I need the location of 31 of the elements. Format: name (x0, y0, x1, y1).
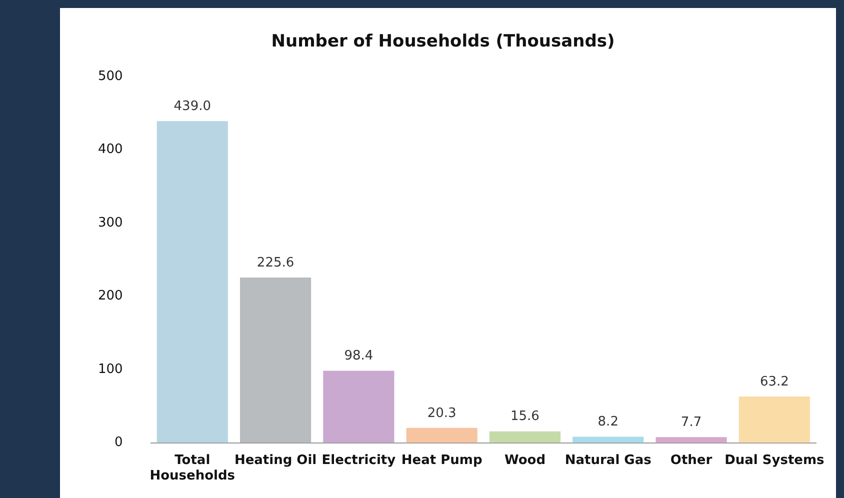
y-tick-label: 500 (98, 68, 123, 84)
x-tick-label: Dual Systems (724, 452, 825, 468)
data-label: 20.3 (427, 406, 456, 421)
y-tick-label: 400 (98, 142, 123, 158)
chart-title: Number of Households (Thousands) (271, 32, 615, 52)
y-tick-label: 200 (98, 288, 123, 304)
y-tick-label: 0 (114, 435, 123, 450)
x-tick-label: Electricity (322, 452, 396, 468)
data-label: 63.2 (760, 374, 789, 390)
bar (240, 277, 312, 443)
bar (323, 370, 394, 443)
data-label: 225.6 (256, 255, 294, 270)
data-label: 98.4 (344, 348, 374, 364)
data-label: 439.0 (174, 98, 211, 114)
bar (656, 437, 727, 443)
data-label: 8.2 (598, 414, 618, 430)
x-tick-label: Natural Gas (564, 452, 652, 468)
x-tick-label: Other (670, 452, 713, 468)
y-tick-label: 300 (98, 215, 123, 230)
y-tick-label: 100 (98, 362, 123, 377)
bar (489, 431, 561, 443)
x-tick-label: Heating Oil (234, 452, 317, 468)
bar (156, 121, 228, 443)
bar (738, 396, 810, 443)
x-tick-label: Wood (504, 452, 546, 468)
x-tick-label: Total Households (150, 452, 236, 484)
x-tick-label: Heat Pump (401, 452, 482, 468)
bar (406, 428, 478, 443)
data-label: 7.7 (680, 415, 702, 430)
data-label: 15.6 (510, 409, 540, 424)
bar (572, 436, 644, 443)
